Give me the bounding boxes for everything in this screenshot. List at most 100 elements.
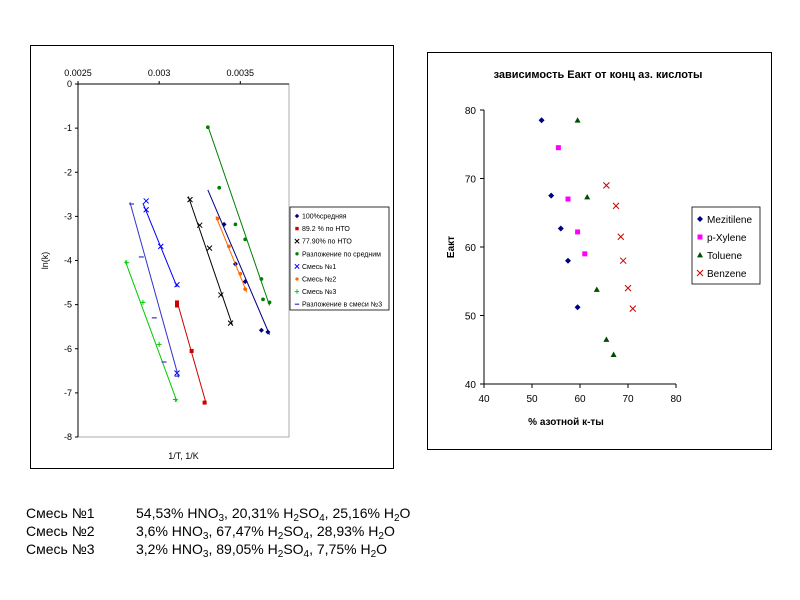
y-tick-label: -7 [64,388,72,398]
data-point [157,243,164,250]
data-point [582,251,588,257]
legend-marker [697,234,703,240]
data-point [242,279,248,285]
data-point [603,181,610,189]
legend-label: Mezitilene [707,215,752,226]
series-group [207,189,271,335]
series-group [603,181,637,313]
data-point [593,286,600,292]
mixture-component-tail: , 7,75% H [309,541,371,557]
data-point [584,193,591,200]
data-point [189,348,194,353]
data-point [243,237,248,242]
data-point [217,185,222,190]
series-group [142,198,180,376]
series-group [175,300,207,405]
series-group [538,117,581,311]
y-tick-label: 70 [465,175,477,186]
data-point [238,271,243,276]
formula-subscript: 2 [378,531,384,542]
activation-energy-chart: зависимость Еакт от конц аз. кислоты 40 50… [427,52,772,450]
mixture-component-tail: , [208,541,217,557]
mixture-component-tail: , [208,523,217,539]
trend-line [124,260,178,402]
mixture-component-tail: , [224,505,232,521]
data-point [172,396,178,402]
mixture-line: Смесь №3 3,2% HNO3, 89,05% H2SO4, 7,75% H… [26,541,388,560]
y-axis-title: Еакт [446,236,457,258]
y-tick-label: -5 [64,300,72,310]
legend-label: Toluene [707,251,742,262]
legend [691,206,761,285]
y-tick-label: -3 [64,211,72,221]
mixture-component: 89,05% H [216,541,278,557]
arrhenius-chart: 0.0025 0.003 0.0035 0 -1 -2 -3 -4 -5 -6 -7 -8 1/T, 1… [30,45,394,469]
data-point [603,336,610,342]
data-point [202,400,207,405]
data-point [617,233,625,241]
legend-label: p-Xylene [707,233,747,244]
data-point [215,216,220,221]
legend-marker [295,252,299,256]
legend [289,206,390,311]
data-point [196,222,203,229]
formula-subscript: 2 [293,513,299,524]
data-point [258,327,264,333]
mixture-line: Смесь №1 54,53% HNO3, 20,31% H2SO4, 25,16… [26,505,410,524]
data-point [624,284,632,292]
x-tick-label: 60 [574,394,586,405]
data-point [217,292,224,298]
data-point [259,277,264,281]
mixture-component: 54,53% HNO [136,505,219,521]
series-group [574,117,617,357]
y-tick-label: -4 [64,256,72,266]
series-group [555,145,588,257]
mixture-component-tail: SO [283,523,304,539]
legend-marker [294,238,300,244]
data-point [610,351,617,357]
legend-label: 100%средняя [302,214,347,221]
legend-label: Смесь №3 [302,289,336,296]
data-point [143,206,150,213]
trend-line [129,202,180,378]
data-point [187,196,193,203]
y-tick-label: -2 [64,167,72,177]
data-point [227,244,231,249]
legend-label: Разложение по средним [302,251,381,258]
data-point [267,300,272,305]
x-tick-label: 0.0035 [227,68,255,78]
series-group [215,216,248,293]
legend-marker [697,216,703,222]
data-point [619,257,627,265]
data-point [124,260,130,266]
formula-subscript: 3 [202,549,209,560]
legend-label: Benzene [707,269,747,280]
x-tick-label: 70 [622,394,634,405]
formula-subscript: 2 [277,531,284,542]
mixture-label: Смесь №2 [26,523,95,539]
data-point [574,117,581,123]
data-point [565,257,571,264]
legend-marker [294,289,300,294]
formula-subscript: 2 [277,549,284,560]
mixture-component-tail: O [376,541,388,557]
formula-subscript: 3 [202,531,209,542]
activation-energy-chart-svg: зависимость Еакт от конц аз. кислоты 40 50… [446,69,761,428]
y-tick-label: -8 [64,432,72,442]
data-point [175,300,180,305]
data-point [538,117,545,124]
series-group [205,125,272,306]
legend-marker [696,269,704,277]
data-point [227,320,234,327]
mixture-component-tail: , 28,93% H [309,523,379,539]
data-point [174,281,180,288]
data-point [261,297,265,302]
series-group [187,196,234,327]
mixture-component: 67,47% H [216,523,278,539]
data-point [565,196,571,202]
trend-line [215,216,248,293]
y-tick-label: 50 [465,312,477,323]
mixture-component-tail: , 25,16% H [324,505,394,521]
data-point [206,245,213,251]
mixture-label: Смесь №1 [26,505,95,521]
